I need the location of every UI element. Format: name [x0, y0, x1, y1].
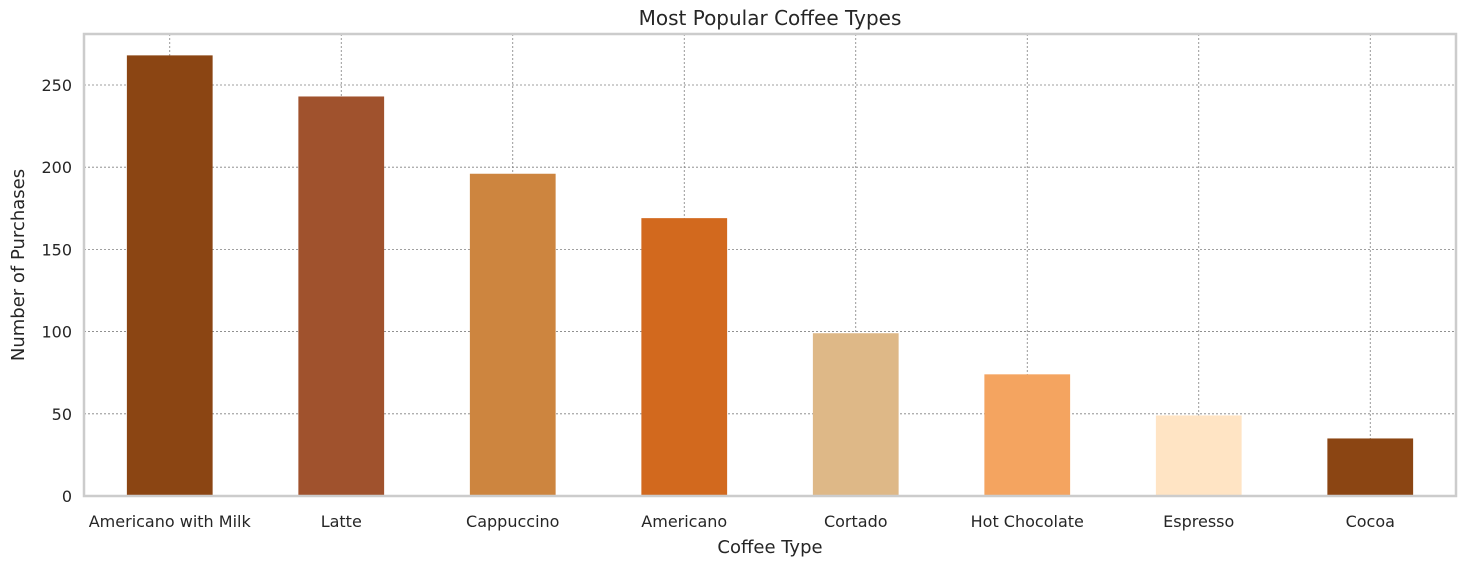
- y-tick-label: 250: [41, 76, 72, 95]
- bar-cocoa: [1327, 438, 1414, 496]
- bar-hot-chocolate: [984, 374, 1071, 496]
- y-tick-label: 100: [41, 323, 72, 342]
- bars-layer: [126, 55, 1414, 497]
- axes-spines: [82, 32, 1458, 498]
- grid-layer: [84, 34, 1456, 496]
- bar-latte: [298, 96, 385, 496]
- bar-americano-with-milk: [126, 55, 213, 497]
- y-axis-label: Number of Purchases: [8, 169, 29, 361]
- y-tick-label: 200: [41, 158, 72, 177]
- x-tick-label: Cortado: [824, 512, 888, 531]
- axes-frame: [82, 32, 1458, 498]
- x-tick-label: Americano with Milk: [89, 512, 252, 531]
- y-tick-label: 0: [62, 487, 72, 506]
- x-tick-label: Cocoa: [1346, 512, 1395, 531]
- y-tick-label: 50: [52, 405, 72, 424]
- x-tick-label: Espresso: [1163, 512, 1234, 531]
- bar-cappuccino: [469, 173, 556, 496]
- x-axis-label: Coffee Type: [717, 537, 822, 558]
- bar-americano: [641, 218, 728, 497]
- bar-cortado: [812, 333, 899, 496]
- x-tick-label: Hot Chocolate: [971, 512, 1084, 531]
- bar-espresso: [1155, 415, 1242, 496]
- y-tick-label: 150: [41, 240, 72, 259]
- x-tick-label: Cappuccino: [466, 512, 559, 531]
- tick-labels: 0 50 100 150 200 250 Americano with Milk Latte C…: [41, 76, 1394, 531]
- x-tick-label: Americano: [641, 512, 727, 531]
- x-tick-label: Latte: [321, 512, 362, 531]
- chart-title: Most Popular Coffee Types: [639, 6, 902, 30]
